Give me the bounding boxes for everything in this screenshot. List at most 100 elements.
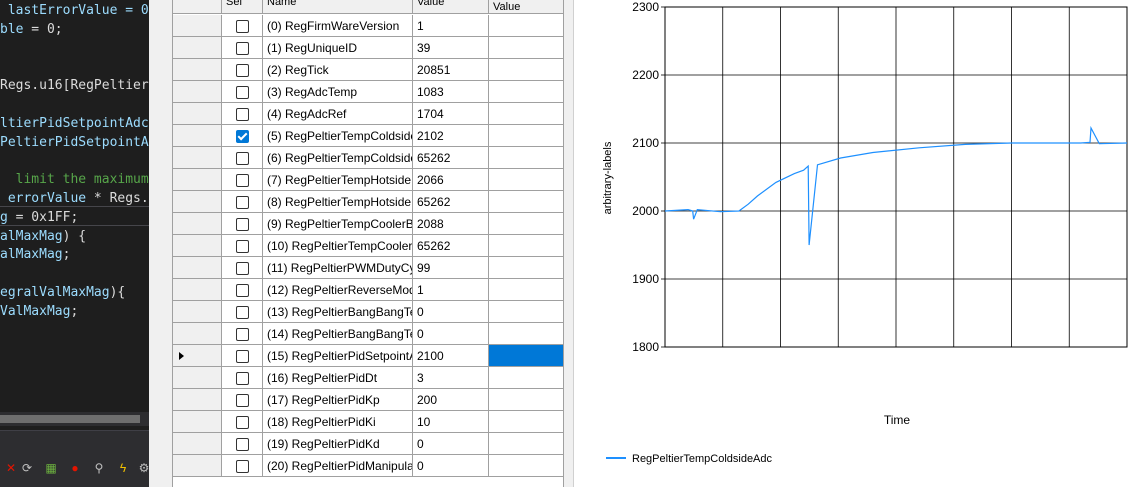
sel-cell[interactable] bbox=[222, 59, 263, 81]
register-name[interactable]: (17) RegPeltierPidKp bbox=[263, 389, 413, 411]
register-name[interactable]: (5) RegPeltierTempColdside... bbox=[263, 125, 413, 147]
select-checkbox[interactable] bbox=[236, 174, 249, 187]
new-value-cell[interactable] bbox=[489, 213, 564, 235]
select-checkbox[interactable] bbox=[236, 372, 249, 385]
register-value[interactable]: 2088 bbox=[413, 213, 489, 235]
new-value-cell[interactable] bbox=[489, 103, 564, 125]
register-value[interactable]: 1704 bbox=[413, 103, 489, 125]
table-row[interactable]: (2) RegTick 20851 bbox=[173, 59, 564, 81]
register-name[interactable]: (10) RegPeltierTempCooler... bbox=[263, 235, 413, 257]
select-checkbox[interactable] bbox=[236, 218, 249, 231]
select-checkbox[interactable] bbox=[236, 130, 249, 143]
new-value-cell[interactable] bbox=[489, 279, 564, 301]
register-value[interactable]: 200 bbox=[413, 389, 489, 411]
table-row[interactable]: (16) RegPeltierPidDt 3 bbox=[173, 367, 564, 389]
register-name[interactable]: (6) RegPeltierTempColdside... bbox=[263, 147, 413, 169]
table-row[interactable]: (15) RegPeltierPidSetpointA... 2100 bbox=[173, 345, 564, 367]
row-header[interactable] bbox=[173, 279, 222, 301]
register-value[interactable]: 0 bbox=[413, 433, 489, 455]
register-name[interactable]: (19) RegPeltierPidKd bbox=[263, 433, 413, 455]
register-value[interactable]: 0 bbox=[413, 301, 489, 323]
register-value[interactable]: 39 bbox=[413, 37, 489, 59]
table-row[interactable]: (10) RegPeltierTempCooler... 65262 bbox=[173, 235, 564, 257]
sel-cell[interactable] bbox=[222, 191, 263, 213]
row-header[interactable] bbox=[173, 81, 222, 103]
select-checkbox[interactable] bbox=[236, 328, 249, 341]
sel-cell[interactable] bbox=[222, 169, 263, 191]
table-row[interactable]: (19) RegPeltierPidKd 0 bbox=[173, 433, 564, 455]
sel-cell[interactable] bbox=[222, 455, 263, 477]
new-value-cell[interactable] bbox=[489, 433, 564, 455]
row-header[interactable] bbox=[173, 257, 222, 279]
sel-cell[interactable] bbox=[222, 81, 263, 103]
settings-icon[interactable]: ⚙ bbox=[138, 461, 149, 475]
register-value[interactable]: 3 bbox=[413, 367, 489, 389]
new-value-cell[interactable] bbox=[489, 257, 564, 279]
register-name[interactable]: (12) RegPeltierReverseMode bbox=[263, 279, 413, 301]
sel-cell[interactable] bbox=[222, 257, 263, 279]
sel-cell[interactable] bbox=[222, 147, 263, 169]
new-value-cell[interactable] bbox=[489, 455, 564, 477]
register-name[interactable]: (0) RegFirmWareVersion bbox=[263, 15, 413, 37]
sel-cell[interactable] bbox=[222, 235, 263, 257]
select-checkbox[interactable] bbox=[236, 64, 249, 77]
grid-icon[interactable]: ▦ bbox=[45, 461, 57, 475]
column-header-new-value[interactable]: Value bbox=[489, 0, 564, 14]
select-checkbox[interactable] bbox=[236, 86, 249, 99]
row-header[interactable] bbox=[173, 15, 222, 37]
select-checkbox[interactable] bbox=[236, 152, 249, 165]
splitter[interactable] bbox=[149, 0, 172, 487]
new-value-cell[interactable] bbox=[489, 125, 564, 147]
register-value[interactable]: 1 bbox=[413, 279, 489, 301]
new-value-cell[interactable] bbox=[489, 15, 564, 37]
select-checkbox[interactable] bbox=[236, 438, 249, 451]
register-value[interactable]: 2066 bbox=[413, 169, 489, 191]
table-row[interactable]: (8) RegPeltierTempHotside... 65262 bbox=[173, 191, 564, 213]
register-value[interactable]: 0 bbox=[413, 323, 489, 345]
register-value[interactable]: 0 bbox=[413, 455, 489, 477]
table-row[interactable]: (18) RegPeltierPidKi 10 bbox=[173, 411, 564, 433]
sel-cell[interactable] bbox=[222, 125, 263, 147]
table-row[interactable]: (13) RegPeltierBangBangTe... 0 bbox=[173, 301, 564, 323]
table-row[interactable]: (17) RegPeltierPidKp 200 bbox=[173, 389, 564, 411]
column-header-value[interactable]: Value bbox=[413, 0, 489, 14]
row-header[interactable] bbox=[173, 301, 222, 323]
register-value[interactable]: 1 bbox=[413, 15, 489, 37]
sel-cell[interactable] bbox=[222, 279, 263, 301]
column-header-name[interactable]: Name bbox=[263, 0, 413, 14]
table-row[interactable]: (14) RegPeltierBangBangTe... 0 bbox=[173, 323, 564, 345]
new-value-cell[interactable] bbox=[489, 81, 564, 103]
search-icon[interactable]: ⚲ bbox=[94, 461, 104, 475]
register-name[interactable]: (4) RegAdcRef bbox=[263, 103, 413, 125]
row-header[interactable] bbox=[173, 213, 222, 235]
table-row[interactable]: (9) RegPeltierTempCoolerB... 2088 bbox=[173, 213, 564, 235]
select-checkbox[interactable] bbox=[236, 416, 249, 429]
new-value-cell[interactable] bbox=[489, 367, 564, 389]
new-value-cell[interactable] bbox=[489, 169, 564, 191]
register-name[interactable]: (16) RegPeltierPidDt bbox=[263, 367, 413, 389]
sel-cell[interactable] bbox=[222, 411, 263, 433]
table-row[interactable]: (12) RegPeltierReverseMode 1 bbox=[173, 279, 564, 301]
register-value[interactable]: 2102 bbox=[413, 125, 489, 147]
sel-cell[interactable] bbox=[222, 345, 263, 367]
select-checkbox[interactable] bbox=[236, 42, 249, 55]
register-value[interactable]: 20851 bbox=[413, 59, 489, 81]
table-row[interactable]: (1) RegUniqueID 39 bbox=[173, 37, 564, 59]
code-editor[interactable]: lastErrorValue = 0 ble = 0; Regs.u16[RegPe… bbox=[0, 0, 149, 487]
sel-cell[interactable] bbox=[222, 37, 263, 59]
register-value[interactable]: 65262 bbox=[413, 191, 489, 213]
new-value-cell[interactable] bbox=[489, 59, 564, 81]
sel-cell[interactable] bbox=[222, 323, 263, 345]
select-checkbox[interactable] bbox=[236, 262, 249, 275]
row-header[interactable] bbox=[173, 323, 222, 345]
sel-cell[interactable] bbox=[222, 389, 263, 411]
lightning-icon[interactable]: ϟ bbox=[119, 461, 127, 475]
table-row[interactable]: (0) RegFirmWareVersion 1 bbox=[173, 15, 564, 37]
record-icon[interactable]: ● bbox=[71, 461, 79, 475]
register-grid[interactable]: Sel Name Value Value (0) RegFirmWareVers… bbox=[172, 0, 564, 487]
horizontal-scrollbar[interactable] bbox=[0, 412, 149, 426]
new-value-cell[interactable] bbox=[489, 411, 564, 433]
row-header[interactable] bbox=[173, 433, 222, 455]
table-row[interactable]: (3) RegAdcTemp 1083 bbox=[173, 81, 564, 103]
register-value[interactable]: 1083 bbox=[413, 81, 489, 103]
